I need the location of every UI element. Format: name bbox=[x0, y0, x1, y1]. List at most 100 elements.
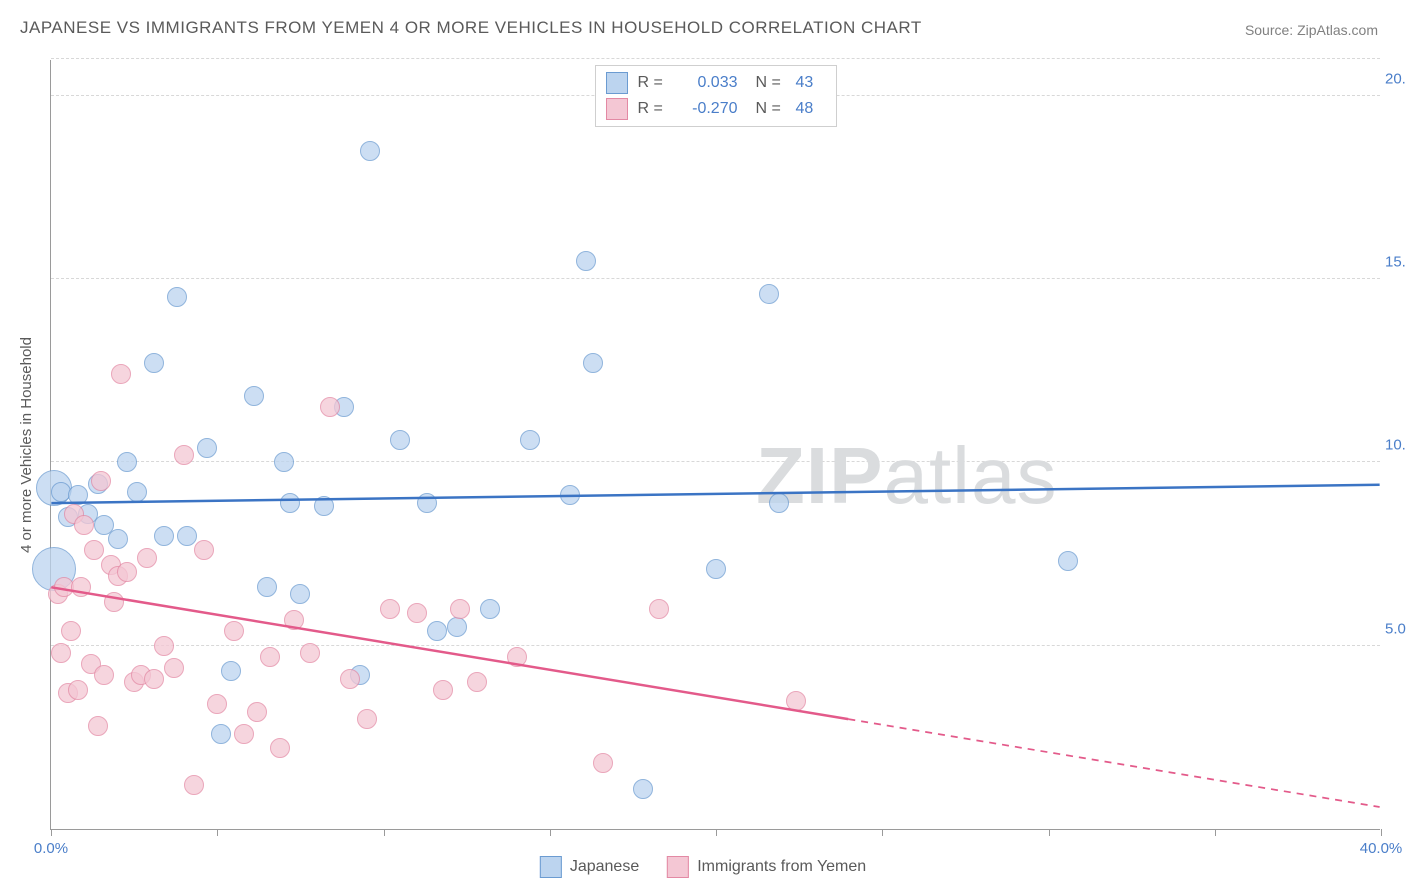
data-point bbox=[450, 599, 470, 619]
legend-series-item: Japanese bbox=[540, 856, 639, 878]
data-point bbox=[593, 753, 613, 773]
data-point bbox=[507, 647, 527, 667]
data-point bbox=[427, 621, 447, 641]
data-point bbox=[71, 577, 91, 597]
data-point bbox=[167, 287, 187, 307]
plot-area: ZIPatlas R =0.033N =43R =-0.270N =48 5.0… bbox=[50, 60, 1380, 830]
x-tick bbox=[1215, 829, 1216, 836]
n-value: 48 bbox=[796, 100, 826, 118]
data-point bbox=[583, 353, 603, 373]
watermark: ZIPatlas bbox=[756, 430, 1057, 522]
data-point bbox=[221, 661, 241, 681]
data-point bbox=[177, 526, 197, 546]
chart-title: JAPANESE VS IMMIGRANTS FROM YEMEN 4 OR M… bbox=[20, 18, 922, 38]
data-point bbox=[197, 438, 217, 458]
legend-stats: R =0.033N =43 R = -0.270 N = 48 bbox=[595, 65, 837, 127]
r-value: 0.033 bbox=[676, 74, 738, 92]
data-point bbox=[380, 599, 400, 619]
data-point bbox=[91, 471, 111, 491]
data-point bbox=[68, 485, 88, 505]
data-point bbox=[560, 485, 580, 505]
data-point bbox=[234, 724, 254, 744]
y-tick-label: 5.0% bbox=[1385, 620, 1406, 637]
data-point bbox=[467, 672, 487, 692]
legend-series-label: Japanese bbox=[570, 858, 639, 876]
y-tick-label: 20.0% bbox=[1385, 70, 1406, 87]
r-label: R = bbox=[638, 100, 666, 118]
data-point bbox=[247, 702, 267, 722]
legend-stats-row: R =0.033N =43 bbox=[606, 70, 826, 96]
data-point bbox=[480, 599, 500, 619]
data-point bbox=[260, 647, 280, 667]
legend-swatch bbox=[606, 98, 628, 120]
data-point bbox=[447, 617, 467, 637]
data-point bbox=[759, 284, 779, 304]
source-label: Source: ZipAtlas.com bbox=[1245, 22, 1378, 38]
legend-series: Japanese Immigrants from Yemen bbox=[540, 856, 866, 878]
data-point bbox=[117, 562, 137, 582]
y-tick-label: 15.0% bbox=[1385, 254, 1406, 271]
data-point bbox=[314, 496, 334, 516]
x-tick-label: 0.0% bbox=[34, 840, 68, 857]
x-tick bbox=[716, 829, 717, 836]
data-point bbox=[88, 716, 108, 736]
x-tick bbox=[217, 829, 218, 836]
data-point bbox=[649, 599, 669, 619]
legend-swatch bbox=[540, 856, 562, 878]
data-point bbox=[633, 779, 653, 799]
data-point bbox=[224, 621, 244, 641]
data-point bbox=[357, 709, 377, 729]
data-point bbox=[111, 364, 131, 384]
gridline bbox=[51, 461, 1380, 462]
data-point bbox=[520, 430, 540, 450]
data-point bbox=[68, 680, 88, 700]
regression-line-solid bbox=[51, 485, 1379, 503]
x-tick-label: 40.0% bbox=[1360, 840, 1403, 857]
data-point bbox=[257, 577, 277, 597]
data-point bbox=[280, 493, 300, 513]
gridline bbox=[51, 278, 1380, 279]
data-point bbox=[407, 603, 427, 623]
data-point bbox=[108, 529, 128, 549]
data-point bbox=[274, 452, 294, 472]
x-tick bbox=[550, 829, 551, 836]
x-tick bbox=[51, 829, 52, 836]
gridline bbox=[51, 58, 1380, 59]
data-point bbox=[769, 493, 789, 513]
data-point bbox=[144, 669, 164, 689]
data-point bbox=[270, 738, 290, 758]
legend-stats-row: R = -0.270 N = 48 bbox=[606, 96, 826, 122]
data-point bbox=[84, 540, 104, 560]
data-point bbox=[144, 353, 164, 373]
data-point bbox=[174, 445, 194, 465]
r-value: -0.270 bbox=[676, 100, 738, 118]
x-tick bbox=[1049, 829, 1050, 836]
data-point bbox=[74, 515, 94, 535]
legend-series-label: Immigrants from Yemen bbox=[697, 858, 866, 876]
data-point bbox=[786, 691, 806, 711]
legend-swatch bbox=[606, 72, 628, 94]
regression-line-dashed bbox=[848, 719, 1379, 807]
data-point bbox=[706, 559, 726, 579]
data-point bbox=[290, 584, 310, 604]
data-point bbox=[154, 636, 174, 656]
data-point bbox=[127, 482, 147, 502]
data-point bbox=[433, 680, 453, 700]
data-point bbox=[284, 610, 304, 630]
data-point bbox=[1058, 551, 1078, 571]
legend-swatch bbox=[667, 856, 689, 878]
data-point bbox=[104, 592, 124, 612]
data-point bbox=[576, 251, 596, 271]
data-point bbox=[320, 397, 340, 417]
data-point bbox=[164, 658, 184, 678]
n-label: N = bbox=[756, 100, 786, 118]
data-point bbox=[300, 643, 320, 663]
x-tick bbox=[882, 829, 883, 836]
gridline bbox=[51, 645, 1380, 646]
legend-series-item: Immigrants from Yemen bbox=[667, 856, 866, 878]
data-point bbox=[154, 526, 174, 546]
data-point bbox=[360, 141, 380, 161]
x-tick bbox=[1381, 829, 1382, 836]
n-value: 43 bbox=[796, 74, 826, 92]
y-axis-label: 4 or more Vehicles in Household bbox=[18, 337, 35, 553]
